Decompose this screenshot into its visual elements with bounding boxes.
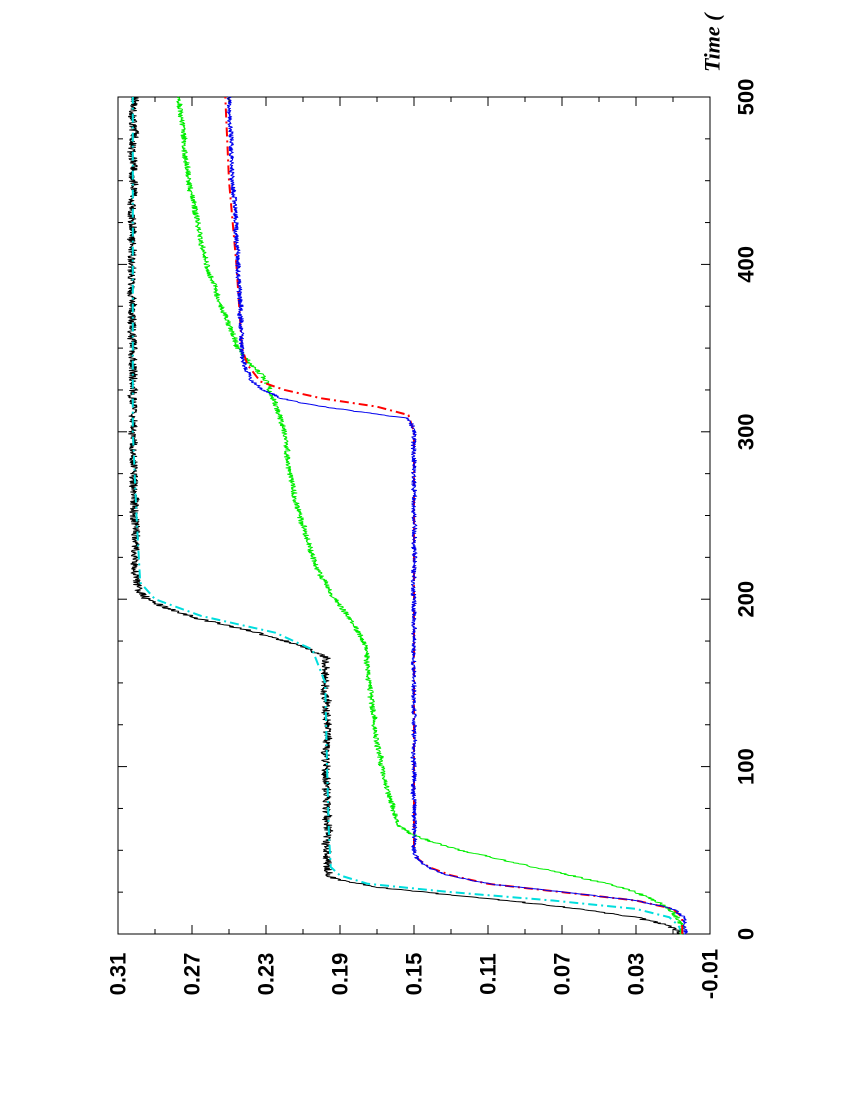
y-tick-label: 0.07 (550, 953, 575, 996)
y-tick-label: 0.23 (254, 953, 279, 996)
y-tick-label: 0.11 (476, 953, 501, 995)
y-tick-label: 0.15 (402, 953, 427, 996)
y-tick-label: 0.31 (106, 953, 131, 996)
y-tick-label: -0.01 (698, 949, 723, 999)
series-layer (126, 96, 688, 935)
x-axis: 0 100 200 300 400 500 (118, 79, 759, 940)
x-tick-label: 500 (734, 79, 759, 116)
y-tick-label: 0.03 (624, 953, 649, 996)
y-axis: -0.01 0.03 0.07 0.11 0.15 0.19 0.23 0.27 0.31 (106, 97, 723, 999)
y-tick-label: 0.27 (180, 953, 205, 996)
x-tick-label: 300 (734, 413, 759, 450)
x-tick-label: 200 (734, 581, 759, 618)
x-tick-label: 100 (734, 748, 759, 785)
series-line-4 (224, 96, 684, 934)
series-line-5 (226, 96, 688, 935)
x-tick-label: 400 (734, 246, 759, 283)
x-tick-label: 0 (734, 928, 759, 940)
series-line-3 (176, 96, 685, 935)
series-line-1 (126, 96, 684, 935)
x-axis-title: Time ( (700, 12, 725, 72)
series-line-2 (131, 97, 684, 935)
y-tick-label: 0.19 (328, 953, 353, 996)
